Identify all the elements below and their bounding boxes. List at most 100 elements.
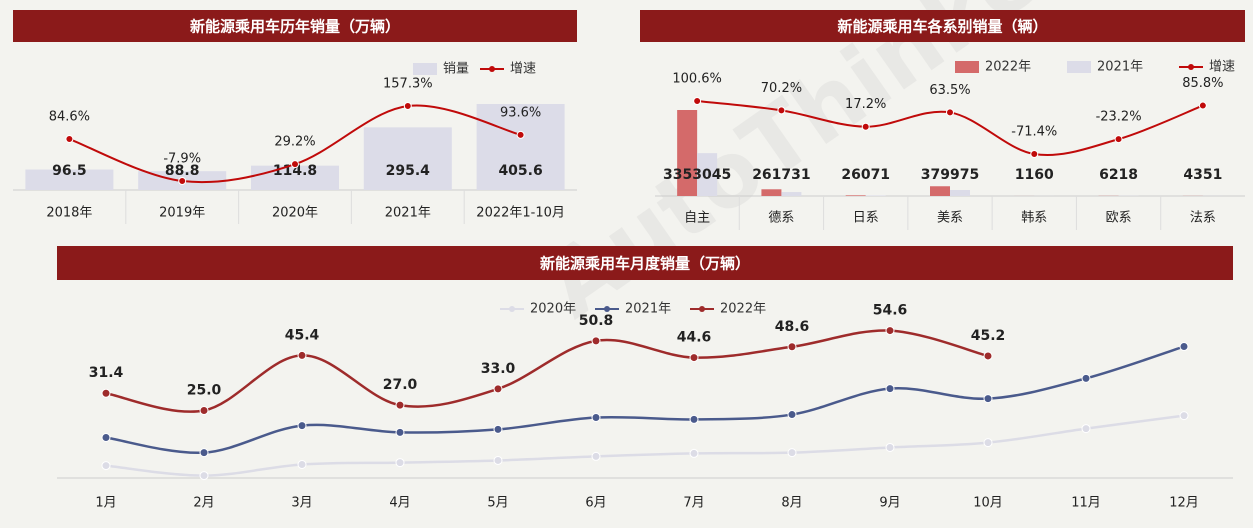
series-point: [1179, 342, 1189, 352]
x-tick-label: 2019年: [159, 206, 205, 221]
series-point: [297, 350, 307, 360]
series-point: [885, 442, 895, 452]
series-point: [591, 413, 601, 423]
legend-label: 增速: [1209, 60, 1235, 75]
watermark: AutoThinker: [527, 0, 1097, 338]
legend-label: 2022年: [720, 302, 766, 317]
series-point: [983, 351, 993, 361]
bar: [363, 127, 452, 190]
bar-value-label: 295.4: [386, 163, 431, 179]
data-label: 25.0: [187, 383, 222, 399]
series-point: [199, 448, 209, 458]
growth-label: 93.6%: [500, 105, 541, 120]
bar-value-label: 379975: [921, 167, 979, 183]
bar: [677, 110, 698, 196]
legend-swatch: [1067, 61, 1091, 73]
series-point: [199, 406, 209, 415]
header-bar: [13, 10, 577, 42]
bar: [845, 195, 866, 196]
legend-label: 2021年: [1097, 60, 1143, 75]
series-point: [493, 424, 503, 434]
data-label: 45.4: [285, 327, 320, 343]
x-tick-label: 日系: [853, 211, 879, 226]
legend-label: 2020年: [530, 302, 576, 317]
growth-point: [178, 177, 187, 185]
legend-swatch: [509, 306, 515, 312]
bar: [476, 104, 565, 190]
growth-point: [65, 135, 74, 144]
header-bar: [640, 10, 1245, 42]
series-point: [297, 460, 307, 469]
data-label: 33.0: [481, 361, 516, 377]
bar: [761, 189, 782, 196]
data-label: 50.8: [579, 313, 614, 329]
series-point: [689, 414, 699, 424]
series-line: [105, 345, 1185, 455]
legend-swatch: [955, 61, 979, 73]
data-label: 31.4: [89, 365, 124, 381]
bar-value-label: 1160: [1015, 167, 1054, 183]
x-tick-label: 4月: [389, 496, 410, 511]
bar-value-label: 96.5: [52, 163, 87, 179]
growth-label: -7.9%: [163, 152, 201, 167]
x-tick-label: 7月: [683, 496, 704, 511]
series-point: [101, 433, 111, 442]
bar-value-label: 26071: [841, 167, 890, 183]
growth-point: [516, 130, 525, 139]
series-point: [591, 336, 601, 346]
series-line: [105, 414, 1185, 477]
series-point: [395, 427, 405, 437]
data-label: 45.2: [971, 328, 1006, 344]
x-tick-label: 1月: [95, 496, 116, 511]
growth-point: [1198, 101, 1207, 110]
x-tick-label: 10月: [973, 496, 1003, 511]
growth-point: [291, 160, 299, 169]
growth-point: [946, 108, 954, 117]
data-label: 44.6: [677, 330, 712, 346]
header-bar: [57, 246, 1233, 280]
bar-value-label: 405.6: [498, 163, 542, 179]
x-tick-label: 美系: [937, 211, 963, 226]
bar: [697, 153, 718, 196]
data-label: 54.6: [873, 303, 908, 319]
x-tick-label: 6月: [585, 496, 606, 511]
series-line: [105, 329, 989, 413]
series-point: [101, 388, 111, 398]
bar-value-label: 4351: [1183, 167, 1222, 183]
series-point: [395, 458, 405, 468]
growth-point: [1030, 150, 1039, 158]
growth-label: 84.6%: [49, 110, 90, 125]
series-point: [1179, 411, 1189, 421]
series-point: [101, 461, 111, 471]
growth-label: 100.6%: [672, 72, 722, 87]
series-point: [885, 326, 895, 336]
series-point: [591, 451, 601, 461]
growth-point: [777, 106, 786, 115]
growth-point: [693, 97, 702, 105]
growth-label: 85.8%: [1182, 76, 1223, 91]
legend-label: 2021年: [625, 302, 671, 317]
series-point: [983, 394, 993, 404]
legend-swatch: [1188, 64, 1194, 70]
x-tick-label: 12月: [1169, 496, 1199, 511]
bar-value-label: 261731: [752, 167, 810, 183]
bar-value-label: 6218: [1099, 167, 1138, 183]
x-tick-label: 2018年: [46, 206, 92, 221]
x-tick-label: 2月: [193, 496, 214, 511]
legend-label: 销量: [443, 62, 469, 77]
series-point: [787, 448, 797, 458]
x-tick-label: 11月: [1071, 496, 1101, 511]
bar: [930, 186, 950, 196]
bar: [950, 190, 970, 196]
chart-title: 新能源乘用车各系别销量（辆）: [837, 18, 1047, 36]
data-label: 27.0: [383, 377, 418, 393]
series-point: [297, 421, 307, 431]
series-point: [787, 410, 797, 420]
series-point: [983, 438, 993, 448]
growth-point: [403, 102, 412, 110]
x-tick-label: 2020年: [272, 206, 318, 221]
x-tick-label: 自主: [684, 211, 710, 226]
legend-swatch: [413, 63, 437, 75]
bar: [25, 169, 114, 190]
